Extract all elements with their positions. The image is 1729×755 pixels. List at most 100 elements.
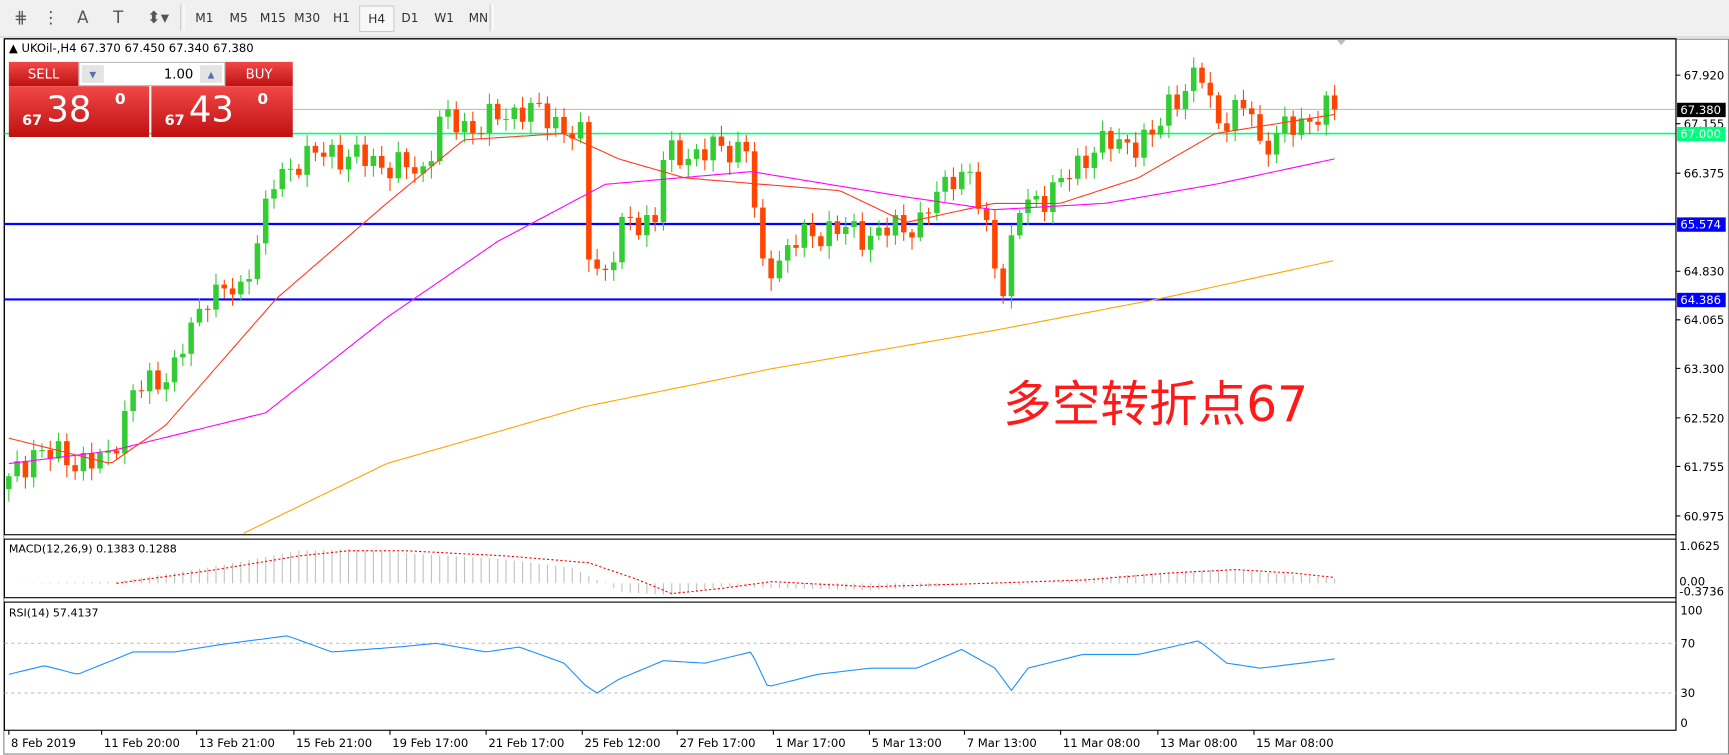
lot-decrease-icon[interactable]: ▼ <box>81 65 104 83</box>
candle-body <box>1323 95 1330 125</box>
macd-axis-label: -0.3736 <box>1679 584 1724 598</box>
macd-signal-line <box>116 550 1335 595</box>
price-tick-label: 63.300 <box>1684 362 1725 376</box>
candle-body <box>387 167 393 179</box>
candle-body <box>809 223 816 237</box>
ma-slow-line <box>243 260 1334 534</box>
candle-body <box>1132 142 1139 158</box>
candle-body <box>254 243 261 279</box>
candle-body <box>1207 82 1214 96</box>
candle-body <box>196 308 203 323</box>
candle-body <box>1298 118 1305 135</box>
candle-body <box>1116 139 1122 149</box>
timeframe-d1[interactable]: D1 <box>401 10 419 25</box>
candle-body <box>536 102 542 104</box>
time-axis-label: 13 Feb 21:00 <box>199 736 275 750</box>
candle-body <box>842 226 849 234</box>
timeframe-h4[interactable]: H4 <box>359 5 395 33</box>
candle-body <box>851 221 857 227</box>
arrows-dropdown-icon[interactable]: ⬍▾ <box>146 7 170 28</box>
candle-body <box>6 476 12 489</box>
candle-body <box>909 232 915 238</box>
candle-body <box>1041 196 1048 213</box>
candle-body <box>155 370 161 390</box>
time-axis-label: 13 Mar 08:00 <box>1160 736 1237 750</box>
candle-body <box>1265 140 1272 155</box>
candle-body <box>934 191 940 213</box>
buy-price-pips: 43 <box>188 88 234 131</box>
timeframe-m30[interactable]: M30 <box>294 10 321 25</box>
candle-body <box>39 450 45 452</box>
candle-body <box>685 158 692 166</box>
candle-body <box>403 152 410 168</box>
candle-body <box>610 262 617 271</box>
text-label-icon[interactable]: T <box>113 7 124 28</box>
time-axis-label: 15 Feb 21:00 <box>296 736 372 750</box>
rsi-title: RSI(14) 57.4137 <box>9 606 99 619</box>
candle-body <box>420 166 426 174</box>
candle-body <box>818 236 824 247</box>
time-axis-label: 25 Feb 12:00 <box>584 736 660 750</box>
text-tool-icon[interactable]: A <box>77 7 89 28</box>
candle-body <box>138 390 145 392</box>
line-price-label: 65.574 <box>1680 217 1721 231</box>
buy-button[interactable]: BUY <box>225 61 293 87</box>
fibonacci-expansion-icon[interactable]: ⋕ <box>14 7 28 28</box>
candle-body <box>1199 67 1205 83</box>
candle-body <box>279 168 286 190</box>
sell-price-button[interactable]: 67 38 0 <box>8 86 150 137</box>
candle-body <box>528 102 534 122</box>
timeframe-m1[interactable]: M1 <box>195 10 214 25</box>
timeframe-h1[interactable]: H1 <box>332 10 350 25</box>
candle-body <box>395 152 402 179</box>
candle-body <box>784 245 791 261</box>
current-price-label: 67.380 <box>1680 103 1721 117</box>
lot-size-field[interactable]: ▼ 1.00 ▲ <box>78 61 226 87</box>
candle-body <box>14 461 20 477</box>
buy-price-button[interactable]: 67 43 0 <box>151 86 293 137</box>
one-click-trading-panel: SELL ▼ 1.00 ▲ BUY 67 38 0 67 43 0 <box>8 61 293 137</box>
candle-body <box>925 212 932 214</box>
candle-body <box>1016 213 1023 236</box>
fibonacci-fan-icon[interactable]: ⋮ <box>42 7 60 28</box>
timeframe-w1[interactable]: W1 <box>434 10 455 25</box>
candle-body <box>1306 118 1313 122</box>
buy-price-fraction: 0 <box>257 90 269 109</box>
candle-body <box>561 116 567 134</box>
price-tick-label: 66.375 <box>1684 167 1725 181</box>
candle-body <box>246 278 252 282</box>
time-axis-label: 5 Mar 13:00 <box>872 736 942 750</box>
candle-body <box>859 221 866 250</box>
time-axis-label: 11 Feb 20:00 <box>104 736 180 750</box>
candle-body <box>735 141 741 163</box>
collapse-triangle-icon[interactable]: ▲ <box>8 41 22 56</box>
candle-body <box>668 140 675 160</box>
timeframe-m15[interactable]: M15 <box>259 10 286 25</box>
candle-body <box>900 215 907 233</box>
candle-body <box>1066 178 1073 180</box>
candle-body <box>644 215 650 236</box>
candle-body <box>892 215 899 236</box>
candle-body <box>917 212 924 238</box>
timeframe-mn[interactable]: MN <box>468 10 489 25</box>
candle-body <box>30 450 37 478</box>
lot-increase-icon[interactable]: ▲ <box>199 65 223 83</box>
sell-button[interactable]: SELL <box>8 61 79 87</box>
timeframe-m5[interactable]: M5 <box>229 10 248 25</box>
sell-price-prefix: 67 <box>22 112 43 130</box>
candle-body <box>436 116 443 162</box>
buy-price-prefix: 67 <box>164 112 185 130</box>
candle-body <box>370 155 377 167</box>
candle-body <box>743 141 750 152</box>
lot-value[interactable]: 1.00 <box>163 66 194 82</box>
price-tick-label: 61.755 <box>1684 460 1725 474</box>
candle-body <box>726 145 733 163</box>
candle-body <box>22 461 29 478</box>
candle-body <box>503 118 509 121</box>
candle-body <box>983 208 990 220</box>
annotation-text: 多空转折点67 <box>1003 376 1309 434</box>
symbol-ohlc: UKOil-,H4 67.370 67.450 67.340 67.380 <box>21 41 254 56</box>
candle-body <box>660 159 667 223</box>
